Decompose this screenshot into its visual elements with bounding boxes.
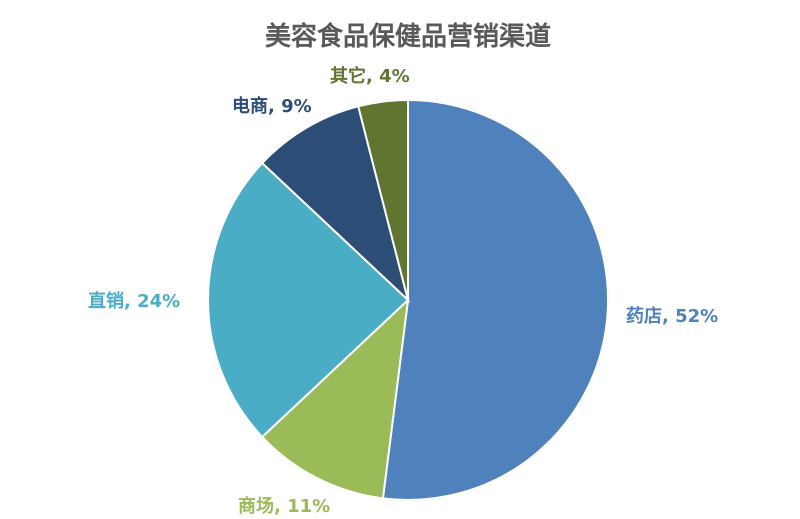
pie-slice-1 <box>381 98 610 501</box>
pie-slices <box>207 98 610 501</box>
data-label-1: 药店, 52% <box>626 305 718 327</box>
pie-slice-4 <box>260 105 410 304</box>
chart-title: 美容食品保健品营销渠道 <box>265 21 551 52</box>
pie-labels: 药店, 52% 商场, 11% 直销, 24% 电商, 9% 其它, 4% <box>88 65 718 517</box>
data-label-5: 其它, 4% <box>330 65 410 87</box>
pie-slice-3 <box>207 161 410 439</box>
data-label-2: 商场, 11% <box>238 495 330 517</box>
pie-slice-5 <box>357 98 409 301</box>
pie-slice-2 <box>260 297 410 500</box>
data-label-4: 电商, 9% <box>232 95 312 117</box>
data-label-3: 直销, 24% <box>88 290 180 312</box>
